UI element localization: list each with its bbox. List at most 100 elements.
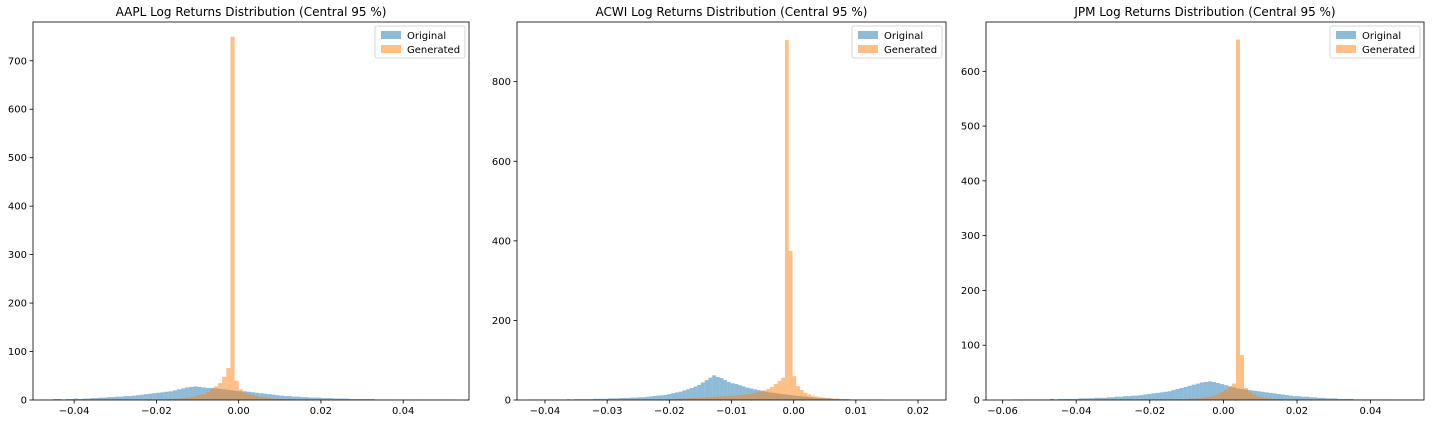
histogram-bar (279, 395, 284, 400)
histogram-bar (94, 398, 99, 400)
histogram-bar (747, 394, 752, 400)
histogram-bar (65, 399, 71, 400)
histogram-bar (1313, 397, 1318, 400)
histogram-bar (98, 397, 103, 400)
legend: Original Generated (851, 25, 943, 59)
histogram-bar (687, 398, 692, 400)
histogram-bar (337, 398, 342, 400)
histogram-bar (1086, 398, 1091, 400)
histogram-bar (676, 398, 681, 400)
histogram-bar (144, 394, 149, 400)
histogram-bar (626, 398, 631, 400)
histogram-bar (189, 397, 194, 400)
histogram-bar (1288, 395, 1293, 400)
histogram-bar (1219, 392, 1224, 400)
histogram-bar (755, 392, 759, 400)
histogram-bar (1268, 392, 1273, 400)
histogram-bar (218, 383, 223, 400)
histogram-bar (1305, 396, 1310, 400)
histogram-bar (607, 398, 612, 400)
histogram-bar (645, 396, 649, 400)
histogram-bar (172, 390, 177, 400)
histogram-bar (1074, 398, 1079, 400)
histogram-bar (695, 397, 700, 400)
y-tick-label: 200 (8, 299, 27, 310)
histogram-bar (1227, 386, 1232, 400)
histogram-bar (1082, 398, 1087, 400)
series-generated (669, 39, 875, 400)
histogram-bar (1244, 387, 1249, 400)
histogram-bar (320, 398, 326, 400)
x-tick-label: 0.00 (1212, 406, 1234, 417)
histogram-bar (259, 393, 264, 400)
histogram-bar (1345, 398, 1350, 400)
histogram-bar (1151, 393, 1156, 400)
histogram-bar (770, 386, 774, 400)
y-tick-label: 600 (492, 157, 511, 168)
histogram-bar (189, 386, 194, 400)
histogram-bar (271, 394, 276, 400)
histogram-bar (689, 388, 694, 400)
x-tick-label: 0.00 (783, 406, 805, 417)
histogram-bar (807, 394, 812, 400)
histogram-bar (370, 399, 375, 400)
histogram-bar (633, 397, 638, 400)
histogram-bar (723, 380, 728, 400)
histogram-bar (1106, 397, 1111, 400)
histogram-bar (796, 386, 800, 400)
histogram-bar (288, 399, 293, 400)
x-tick-label: −0.04 (1061, 406, 1092, 417)
histogram-bar (1317, 397, 1322, 400)
histogram-bar (1191, 398, 1196, 400)
histogram-bar (697, 384, 702, 400)
histogram-bar (826, 398, 830, 400)
histogram-bar (699, 397, 703, 400)
histogram-bar (74, 398, 79, 400)
histogram-bar (1098, 397, 1103, 400)
histogram-bar (1159, 392, 1164, 400)
histogram-bar (691, 398, 696, 400)
histogram-bar (710, 396, 715, 400)
histogram-bar (734, 384, 739, 400)
legend-label: Original (1362, 31, 1401, 42)
histogram-bar (1309, 397, 1314, 400)
histogram-bar (1211, 381, 1217, 400)
histogram-bar (1135, 395, 1140, 400)
histogram-bar (1231, 383, 1236, 400)
histogram-bar (788, 250, 793, 400)
series-generated (135, 36, 342, 401)
histogram-bar (773, 384, 778, 400)
histogram-bar (292, 396, 297, 400)
x-tick-label: 0.00 (228, 406, 250, 417)
y-tick-label: 100 (8, 347, 27, 358)
histogram-bar (1187, 398, 1192, 400)
histogram-bar (777, 380, 782, 400)
histogram-bar (1110, 397, 1115, 400)
histogram-bar (678, 391, 683, 400)
histogram-bar (288, 396, 293, 400)
histogram-bar (1183, 386, 1188, 400)
histogram-bar (362, 399, 367, 400)
x-tick-label: −0.06 (987, 406, 1018, 417)
histogram-bar (611, 398, 616, 400)
histogram-bar (271, 398, 276, 400)
histogram-bar (156, 392, 161, 400)
histogram-bar (70, 399, 75, 400)
chart-title: AAPL Log Returns Distribution (Central 9… (116, 5, 387, 19)
histogram-bar (160, 392, 165, 400)
histogram-bar (680, 398, 685, 400)
histogram-bar (1199, 382, 1204, 400)
histogram-bar (181, 388, 186, 400)
histogram-bar (814, 396, 819, 400)
histogram-bar (1143, 394, 1148, 400)
histogram-bar (1139, 395, 1144, 400)
histogram-bar (119, 396, 124, 400)
histogram-bar (829, 398, 834, 400)
histogram-bar (762, 390, 767, 400)
histogram-bar (1276, 398, 1281, 400)
x-tick-label: 0.01 (845, 406, 867, 417)
histogram-bar (78, 399, 83, 400)
histogram-bar (1325, 398, 1330, 400)
y-tick-label: 100 (961, 341, 980, 352)
histogram-bar (53, 399, 58, 400)
